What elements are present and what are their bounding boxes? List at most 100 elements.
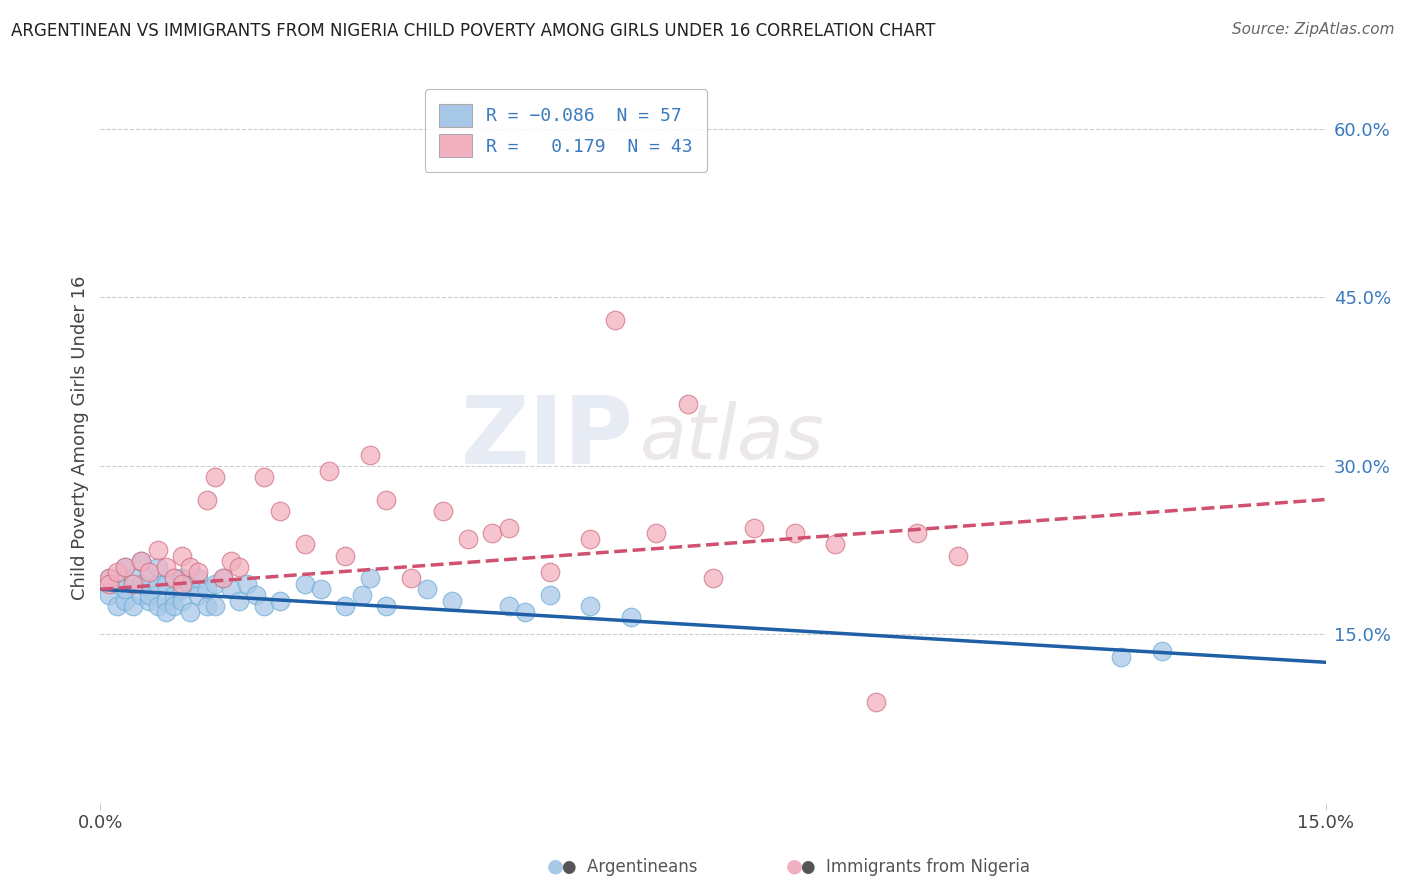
Point: [579, 532, 602, 546]
Point: [170, 549, 193, 563]
Point: [170, 576, 193, 591]
Point: [219, 554, 242, 568]
Point: [105, 576, 128, 591]
Point: [375, 599, 398, 614]
Y-axis label: Child Poverty Among Girls Under 16: Child Poverty Among Girls Under 16: [72, 276, 89, 600]
Point: [212, 571, 235, 585]
Point: [824, 537, 846, 551]
Point: [138, 588, 160, 602]
Point: [228, 593, 250, 607]
Point: [678, 397, 700, 411]
Legend: R = −0.086  N = 57, R =   0.179  N = 43: R = −0.086 N = 57, R = 0.179 N = 43: [425, 89, 707, 172]
Point: [179, 576, 201, 591]
Point: [245, 588, 267, 602]
Point: [146, 560, 169, 574]
Point: [783, 526, 806, 541]
Point: [122, 576, 145, 591]
Point: [481, 526, 503, 541]
Point: [122, 599, 145, 614]
Point: [155, 560, 177, 574]
Point: [294, 576, 316, 591]
Point: [187, 588, 209, 602]
Text: Source: ZipAtlas.com: Source: ZipAtlas.com: [1232, 22, 1395, 37]
Point: [294, 537, 316, 551]
Point: [432, 504, 454, 518]
Point: [129, 554, 152, 568]
Point: [105, 566, 128, 580]
Point: [97, 576, 120, 591]
Point: [146, 543, 169, 558]
Point: [163, 599, 186, 614]
Point: [350, 588, 373, 602]
Point: [170, 582, 193, 597]
Point: [399, 571, 422, 585]
Point: [1152, 644, 1174, 658]
Point: [114, 582, 136, 597]
Point: [114, 560, 136, 574]
Point: [114, 593, 136, 607]
Point: [179, 560, 201, 574]
Text: ●: ●: [786, 856, 803, 875]
Point: [105, 599, 128, 614]
Text: ARGENTINEAN VS IMMIGRANTS FROM NIGERIA CHILD POVERTY AMONG GIRLS UNDER 16 CORREL: ARGENTINEAN VS IMMIGRANTS FROM NIGERIA C…: [11, 22, 935, 40]
Point: [204, 470, 226, 484]
Point: [1111, 649, 1133, 664]
Point: [195, 492, 218, 507]
Point: [269, 593, 291, 607]
Point: [122, 571, 145, 585]
Point: [170, 593, 193, 607]
Point: [269, 504, 291, 518]
Point: [375, 492, 398, 507]
Point: [146, 576, 169, 591]
Point: [138, 571, 160, 585]
Point: [335, 599, 357, 614]
Point: [309, 582, 332, 597]
Point: [129, 554, 152, 568]
Text: atlas: atlas: [640, 401, 824, 475]
Point: [170, 571, 193, 585]
Point: [97, 571, 120, 585]
Point: [129, 588, 152, 602]
Point: [129, 576, 152, 591]
Point: [905, 526, 928, 541]
Point: [416, 582, 439, 597]
Point: [195, 599, 218, 614]
Point: [236, 576, 259, 591]
Point: [644, 526, 666, 541]
Point: [204, 576, 226, 591]
Point: [195, 582, 218, 597]
Point: [138, 593, 160, 607]
Point: [163, 588, 186, 602]
Point: [498, 599, 520, 614]
Point: [335, 549, 357, 563]
Point: [513, 605, 536, 619]
Point: [228, 560, 250, 574]
Point: [97, 571, 120, 585]
Point: [155, 576, 177, 591]
Point: [620, 610, 643, 624]
Point: [702, 571, 724, 585]
Point: [163, 571, 186, 585]
Point: [538, 566, 561, 580]
Point: [179, 605, 201, 619]
Point: [538, 588, 561, 602]
Point: [187, 571, 209, 585]
Point: [146, 599, 169, 614]
Point: [204, 599, 226, 614]
Text: ●  Immigrants from Nigeria: ● Immigrants from Nigeria: [801, 858, 1031, 876]
Point: [457, 532, 479, 546]
Point: [440, 593, 463, 607]
Point: [318, 465, 340, 479]
Point: [359, 571, 381, 585]
Point: [253, 470, 276, 484]
Point: [163, 571, 186, 585]
Point: [253, 599, 276, 614]
Point: [579, 599, 602, 614]
Point: [865, 695, 887, 709]
Point: [97, 588, 120, 602]
Point: [498, 520, 520, 534]
Text: ●  Argentineans: ● Argentineans: [562, 858, 697, 876]
Point: [359, 448, 381, 462]
Text: ●: ●: [547, 856, 564, 875]
Point: [114, 560, 136, 574]
